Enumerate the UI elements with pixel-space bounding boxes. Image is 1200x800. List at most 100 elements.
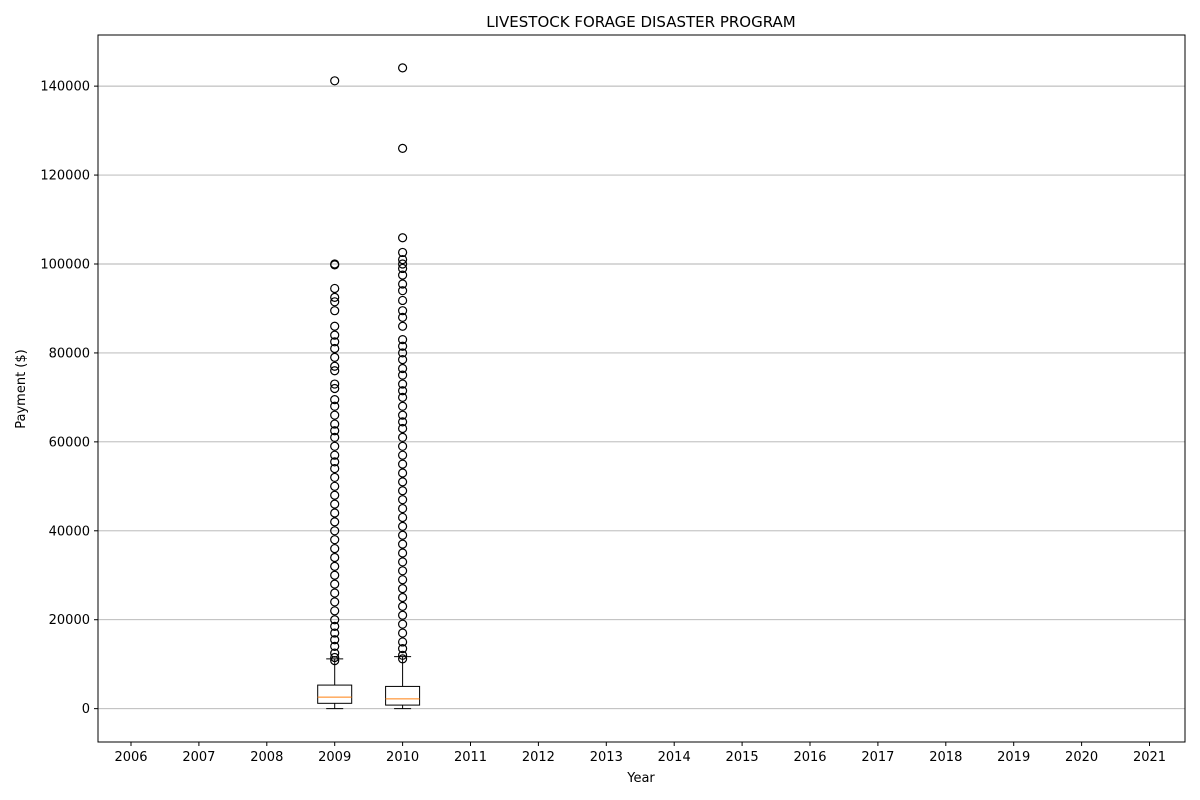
outlier-point [398,341,408,351]
outlier-point [330,481,340,491]
y-tick-label: 120000 [40,169,90,184]
outlier-point [398,601,408,611]
outlier-point [330,283,340,294]
outlier-point [398,512,408,523]
outlier-point [398,247,408,258]
outlier-point [330,426,340,436]
outlier-point [330,579,340,589]
x-tick-label: 2012 [522,750,555,765]
outlier-point [330,366,340,376]
outlier-point [398,583,408,594]
outlier-point [398,575,408,585]
outlier-point [330,337,340,347]
box-iqr [385,685,421,706]
outlier-point [398,548,408,558]
outlier-point [330,635,340,645]
boxes [317,63,421,710]
grid-lines [98,85,1185,710]
y-tick-label: 0 [82,702,90,717]
outlier-point [398,495,408,505]
outlier-point [398,295,408,306]
outlier-point [398,270,408,280]
outlier-point [330,457,340,467]
box-2010 [385,63,421,710]
outlier-point [398,450,408,460]
x-tick-label: 2015 [726,750,759,765]
outlier-point [398,557,408,567]
outlier-point [330,306,340,316]
outlier-point [398,370,408,380]
x-tick-label: 2020 [1065,750,1098,765]
plot-area-frame [97,34,1186,743]
outlier-point [398,254,408,265]
chart-title: LIVESTOCK FORAGE DISASTER PROGRAM [486,13,796,31]
axes: 0 20000 40000 60000 80000 100000 120000 140000 2… [40,80,1166,765]
outlier-point [330,490,340,500]
outlier-point [330,321,340,331]
outlier-point [330,621,340,631]
outlier-point [330,297,340,307]
x-tick-label: 2017 [861,750,894,765]
outlier-point [330,641,340,651]
x-tick-label: 2016 [793,750,826,765]
x-tick-label: 2006 [114,750,147,765]
outlier-point [398,468,408,478]
outlier-point [398,386,408,396]
outlier-point [330,259,340,269]
outlier-point [330,432,340,443]
x-tick-label: 2007 [182,750,215,765]
outlier-point [398,306,408,316]
outlier-point [398,503,408,514]
outlier-point [398,286,408,296]
y-tick-label: 20000 [49,613,90,628]
outlier-point [330,76,340,86]
outlier-point [398,312,408,322]
outlier-point [330,292,340,302]
outlier-point [398,654,408,664]
x-tick-label: 2013 [590,750,623,765]
y-tick-label: 140000 [40,80,90,95]
outlier-point [330,450,340,460]
outlier-point [398,650,408,660]
y-tick-label: 80000 [49,346,90,361]
outlier-point [330,383,340,394]
outlier-point [330,352,340,362]
outlier-point [398,143,408,153]
outlier-point [398,423,408,434]
outlier-point [398,348,408,358]
outlier-point [398,592,408,603]
outlier-point [398,477,408,487]
outlier-point [398,521,408,531]
outlier-point [398,566,408,576]
outlier-point [398,539,408,549]
outlier-point [330,526,340,536]
outlier-point [398,334,408,345]
outlier-point [330,552,340,563]
x-tick-label: 2010 [386,750,419,765]
box-iqr [317,684,353,704]
outlier-point [330,472,340,483]
outlier-point [398,459,408,469]
outlier-point [330,628,340,638]
outlier-point [330,570,340,580]
outlier-point [398,486,408,496]
outlier-point [330,395,340,405]
outlier-point [330,419,340,429]
outlier-point [330,361,340,371]
outlier-point [398,410,408,420]
outlier-point [330,441,340,451]
x-tick-label: 2009 [318,750,351,765]
outlier-point [398,530,408,540]
outlier-point [330,588,340,598]
outlier-point [398,363,408,374]
outlier-point [398,233,408,243]
outlier-point [330,463,340,474]
outlier-point [330,648,340,658]
outlier-point [330,379,340,389]
y-axis-title: Payment ($) [14,349,29,428]
outlier-point [330,615,340,625]
x-tick-label: 2011 [454,750,487,765]
outlier-point [330,517,340,527]
outlier-point [330,652,340,663]
